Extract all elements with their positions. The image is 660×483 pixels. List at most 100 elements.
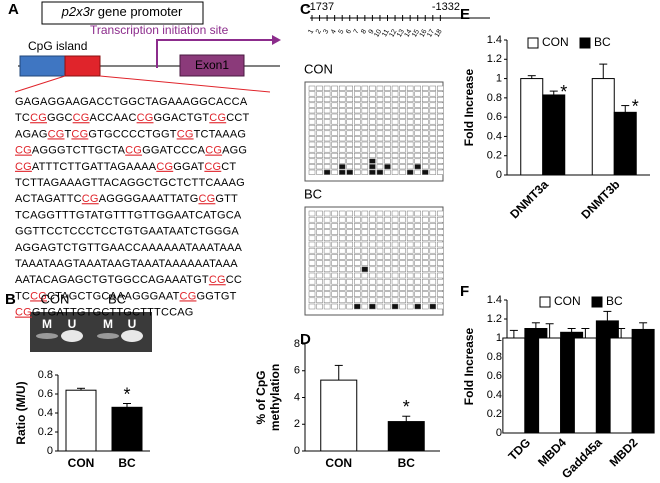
unmethylated-cpg (346, 102, 353, 108)
unmethylated-cpg (331, 91, 338, 97)
unmethylated-cpg (376, 108, 384, 114)
unmethylated-cpg (406, 113, 414, 119)
sequence-part: ACTAGATTC (15, 193, 82, 205)
unmethylated-cpg (338, 85, 346, 91)
unmethylated-cpg (338, 223, 346, 229)
unmethylated-cpg (437, 96, 444, 103)
y-tick-label: 0.8 (487, 351, 502, 363)
unmethylated-cpg (308, 119, 316, 125)
unmethylated-cpg (316, 152, 323, 159)
unmethylated-cpg (323, 229, 331, 235)
unmethylated-cpg (391, 102, 399, 108)
unmethylated-cpg (422, 141, 429, 147)
unmethylated-cpg (384, 266, 391, 273)
promoter-box (41, 1, 204, 25)
unmethylated-cpg (437, 241, 444, 248)
unmethylated-cpg (429, 119, 437, 125)
y-tick-label: 1.4 (487, 294, 502, 306)
sequence-part: ACCAAC (90, 112, 137, 124)
panel-label: B (5, 291, 16, 308)
y-axis-label: Ratio (M/U) (14, 381, 28, 444)
unmethylated-cpg (369, 108, 376, 114)
methylated-cpg (406, 169, 414, 175)
unmethylated-cpg (406, 119, 414, 125)
unmethylated-cpg (323, 119, 331, 125)
unmethylated-cpg (346, 96, 353, 103)
unmethylated-cpg (354, 96, 361, 103)
unmethylated-cpg (346, 272, 353, 279)
unmethylated-cpg (361, 147, 369, 153)
legend-swatch (539, 296, 551, 308)
unmethylated-cpg (316, 113, 323, 119)
unmethylated-cpg (361, 91, 369, 97)
unmethylated-cpg (369, 119, 376, 125)
sequence-part: CG (73, 112, 90, 124)
unmethylated-cpg (429, 216, 437, 223)
unmethylated-cpg (331, 96, 338, 103)
unmethylated-cpg (406, 152, 414, 159)
unmethylated-cpg (376, 291, 384, 297)
unmethylated-cpg (323, 96, 331, 103)
unmethylated-cpg (399, 147, 406, 153)
unmethylated-cpg (429, 96, 437, 103)
unmethylated-cpg (422, 113, 429, 119)
unmethylated-cpg (323, 147, 331, 153)
y-tick-label: 0.6 (487, 111, 502, 123)
unmethylated-cpg (369, 85, 376, 91)
unmethylated-cpg (422, 291, 429, 297)
unmethylated-cpg (399, 108, 406, 114)
unmethylated-cpg (338, 102, 346, 108)
unmethylated-cpg (406, 210, 414, 217)
y-tick-label: 1 (496, 72, 502, 84)
unmethylated-cpg (361, 291, 369, 297)
unmethylated-cpg (331, 124, 338, 131)
unmethylated-cpg (354, 152, 361, 159)
sequence-line: TCAGGTTTGTATGTTTGTTGGAATCATGCA (15, 209, 242, 221)
unmethylated-cpg (399, 241, 406, 248)
methylated-cpg (361, 266, 369, 273)
unmethylated-cpg (323, 102, 331, 108)
unmethylated-cpg (316, 223, 323, 229)
unmethylated-cpg (414, 229, 421, 235)
unmethylated-cpg (414, 147, 421, 153)
unmethylated-cpg (414, 169, 421, 175)
unmethylated-cpg (361, 235, 369, 242)
methylated-cpg (391, 303, 399, 310)
unmethylated-cpg (437, 260, 444, 266)
methylated-cpg (422, 169, 429, 175)
unmethylated-cpg (316, 285, 323, 291)
unmethylated-cpg (346, 141, 353, 147)
unmethylated-cpg (437, 216, 444, 223)
column-number: 15 (411, 28, 421, 38)
unmethylated-cpg (376, 96, 384, 103)
unmethylated-cpg (437, 158, 444, 164)
unmethylated-cpg (369, 210, 376, 217)
unmethylated-cpg (369, 235, 376, 242)
sequence-part: AGGGGAAATTATG (99, 193, 199, 205)
unmethylated-cpg (308, 229, 316, 235)
sequence-part: AGAG (15, 128, 48, 140)
gel-lane: M (103, 317, 113, 331)
unmethylated-cpg (323, 235, 331, 242)
methylated-cpg (384, 164, 391, 170)
unmethylated-cpg (406, 147, 414, 153)
unmethylated-cpg (414, 158, 421, 164)
unmethylated-cpg (346, 85, 353, 91)
cpg-label: CpG island (28, 39, 87, 53)
unmethylated-cpg (354, 169, 361, 175)
unmethylated-cpg (308, 303, 316, 310)
unmethylated-cpg (323, 216, 331, 223)
unmethylated-cpg (361, 136, 369, 142)
promoter-label: gene promoter (98, 4, 183, 19)
unmethylated-cpg (361, 223, 369, 229)
unmethylated-cpg (316, 297, 323, 304)
unmethylated-cpg (361, 169, 369, 175)
sequence-line: CGAGGGTCTTGCTACGGGATCCCACGAGG (15, 145, 247, 157)
unmethylated-cpg (346, 108, 353, 114)
unmethylated-cpg (354, 272, 361, 279)
unmethylated-cpg (406, 260, 414, 266)
unmethylated-cpg (331, 108, 338, 114)
unmethylated-cpg (331, 210, 338, 217)
unmethylated-cpg (346, 291, 353, 297)
unmethylated-cpg (338, 158, 346, 164)
